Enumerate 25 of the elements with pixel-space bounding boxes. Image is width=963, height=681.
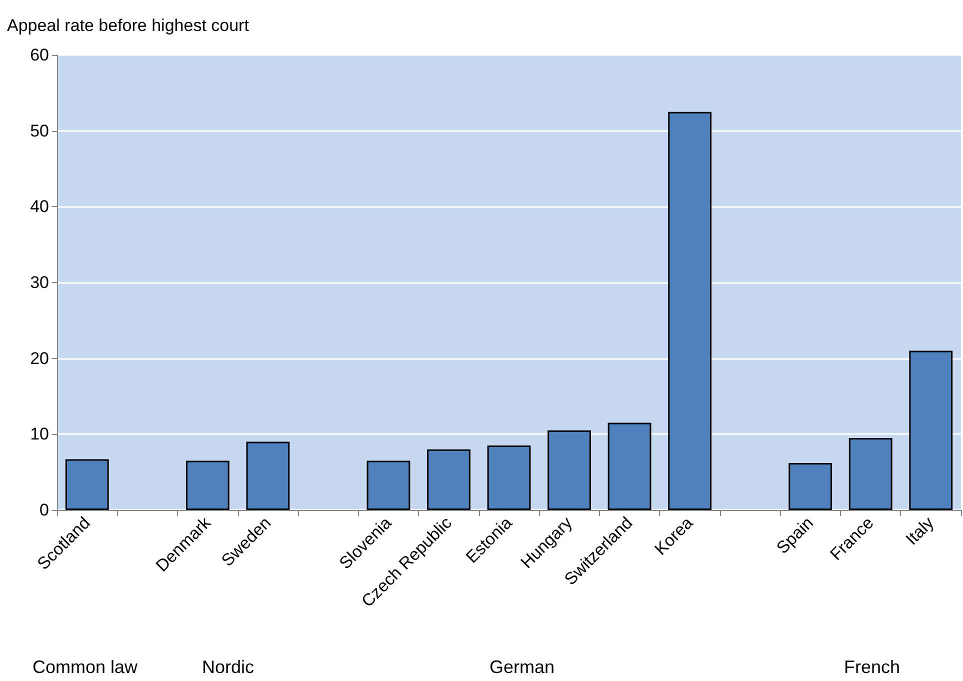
bar (909, 350, 953, 510)
text: Nordic (202, 657, 254, 677)
bar (427, 449, 470, 510)
y-tick-label: 20 (30, 348, 49, 368)
bar (246, 442, 290, 510)
bar (186, 460, 230, 510)
y-tick-label: 40 (30, 197, 49, 216)
bar (608, 422, 652, 510)
bar (668, 112, 712, 510)
y-tick-label: 10 (30, 424, 49, 444)
text: Common law (32, 657, 139, 677)
y-tick-label: 0 (40, 500, 49, 520)
y-tick-label: 50 (30, 121, 49, 140)
bar (487, 446, 531, 510)
bar (848, 438, 892, 510)
bar (65, 459, 109, 510)
x-tick-label: Italy (902, 512, 938, 549)
text: German (489, 657, 555, 677)
y-axis-title: Appeal rate before highest court (7, 16, 250, 35)
y-tick-label: 30 (30, 273, 49, 292)
bar (366, 460, 410, 510)
bar (548, 430, 591, 510)
bar (788, 462, 832, 510)
y-tick-label: 60 (30, 46, 49, 64)
text: French (844, 657, 900, 677)
